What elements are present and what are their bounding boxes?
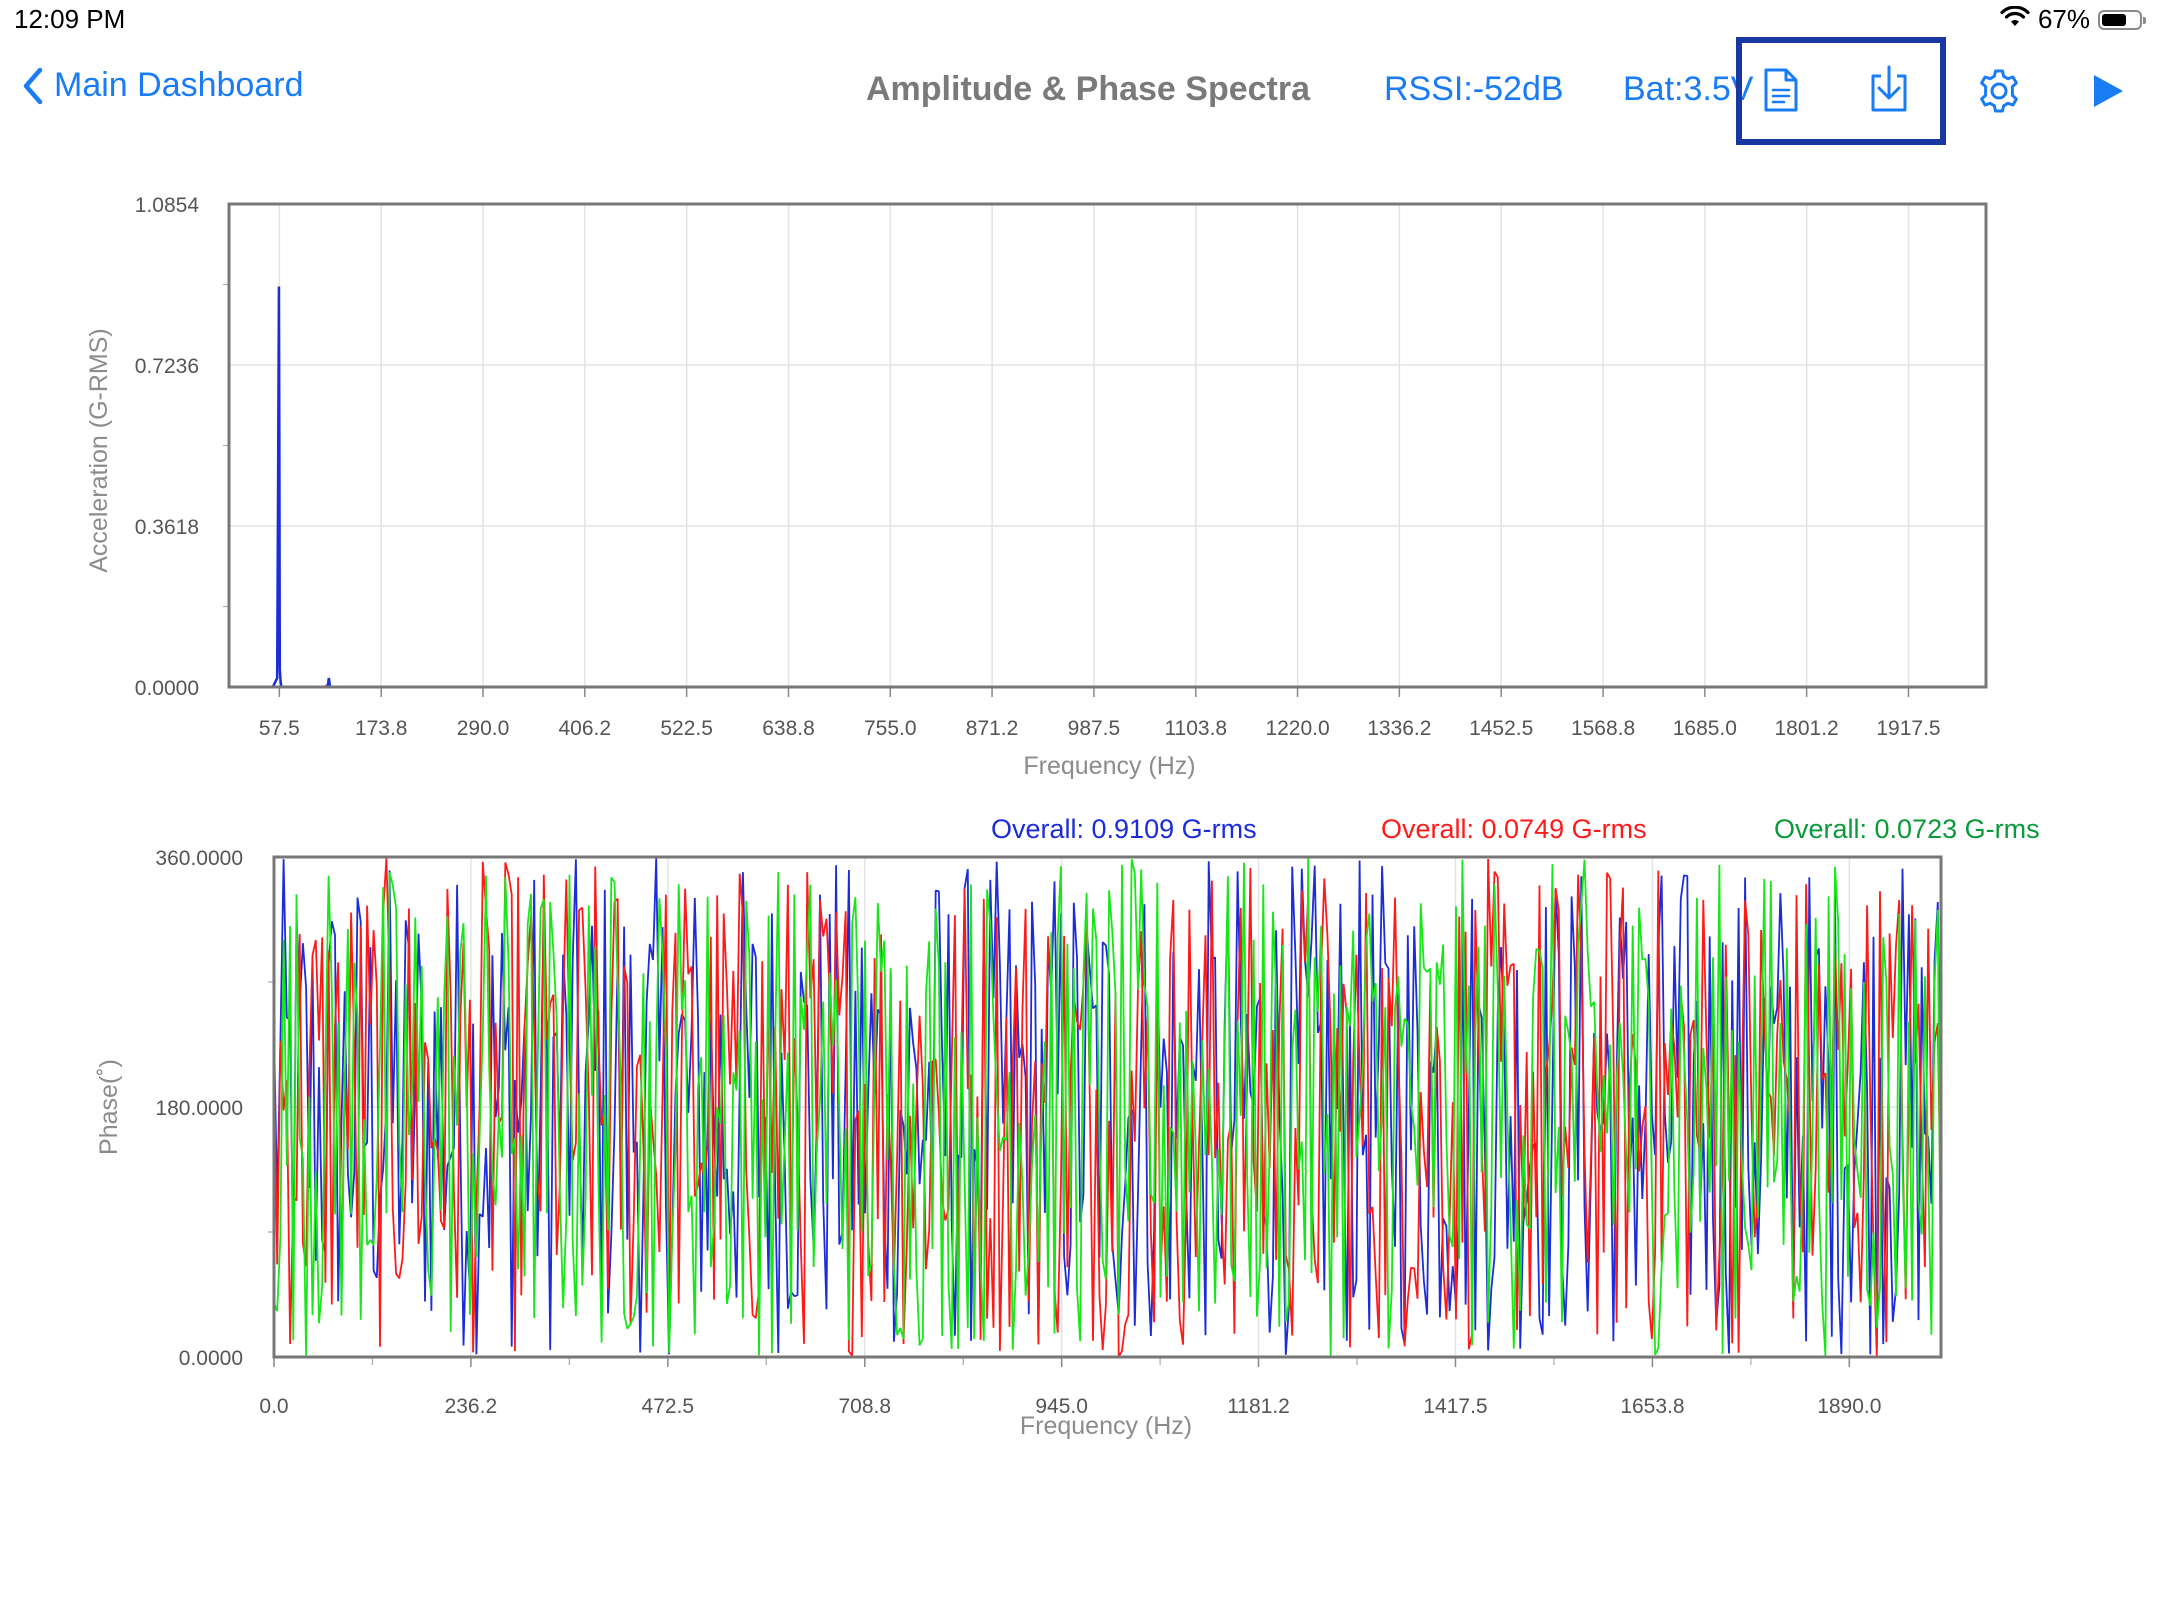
x-tick-label: 236.2 [445,1395,498,1418]
y-tick-label: 1.0854 [135,194,200,217]
x-tick-label: 1181.2 [1227,1395,1290,1418]
x-tick-label: 1653.8 [1620,1395,1684,1418]
plot-frame [272,855,1943,1359]
report-button[interactable] [1762,66,1800,119]
y-tick-label: 360.0000 [155,847,243,870]
x-tick-label: 522.5 [660,717,713,740]
x-tick-label: 290.0 [457,717,510,740]
download-icon [1871,65,1907,112]
phase-series-line [273,858,1942,1355]
overall-x: Overall: 0.9109 G-rms [991,814,1257,844]
play-icon [2094,75,2123,107]
back-button-label: Main Dashboard [54,66,304,104]
x-axis-title: Frequency (Hz) [1023,752,1195,780]
x-tick-label: 0.0 [259,1395,288,1418]
battery-percent: 67% [2037,4,2090,34]
amplitude-chart: 57.5 173.8 290.0 406.2 522.5 638.8 755.0 871.2 9… [85,194,1988,780]
phase-series-line [273,857,1942,1357]
x-tick-label: 406.2 [558,717,611,740]
download-button[interactable] [1867,64,1911,119]
x-tick-label: 1890.0 [1817,1395,1881,1418]
wifi-icon [2000,4,2030,35]
y-tick-label: 180.0000 [155,1097,243,1120]
y-tick-label: 0.3618 [135,516,199,539]
x-tick-label: 57.5 [259,717,300,740]
x-tick-label: 987.5 [1068,717,1121,740]
y-axis-title: Phase(˚) [95,1059,123,1155]
y-axis-title: Acceleration (G-RMS) [85,328,113,573]
gear-icon [1980,69,2018,113]
amplitude-series-line [229,286,1986,689]
status-time: 12:09 PM [14,4,126,34]
status-indicators: 67% [2000,4,2146,35]
settings-button[interactable] [1975,67,2023,120]
x-tick-label: 1220.0 [1265,717,1329,740]
phase-series-line [273,857,1942,1358]
play-button[interactable] [2090,72,2126,115]
x-tick-label: 1103.8 [1164,717,1227,740]
x-tick-label: 1801.2 [1775,717,1839,740]
x-tick-label: 173.8 [355,717,408,740]
x-tick-label: 1917.5 [1876,717,1940,740]
battery-icon [2098,9,2146,30]
x-tick-label: 708.8 [839,1395,892,1418]
x-tick-label: 1336.2 [1367,717,1431,740]
phase-chart: 0.0 236.2 472.5 708.8 945.0 1181.2 1417.5 1653.… [95,847,1943,1440]
x-tick-label: 1568.8 [1571,717,1635,740]
overall-y: Overall: 0.0749 G-rms [1381,814,1647,844]
y-tick-label: 0.0000 [179,1347,243,1370]
x-tick-label: 871.2 [966,717,1019,740]
y-tick-label: 0.7236 [135,355,199,378]
y-tick-label: 0.0000 [135,677,199,700]
x-tick-label: 755.0 [864,717,917,740]
battery-voltage-readout: Bat:3.5V [1623,70,1754,108]
export-actions-highlight [1736,37,1946,145]
overall-z: Overall: 0.0723 G-rms [1774,814,2040,844]
plot-frame [227,202,1988,689]
x-tick-label: 1417.5 [1423,1395,1487,1418]
x-tick-label: 1685.0 [1673,717,1737,740]
document-icon [1764,68,1798,112]
page-title: Amplitude & Phase Spectra [866,70,1311,108]
back-button[interactable]: Main Dashboard [22,66,303,105]
chevron-left-icon [23,67,43,104]
x-tick-label: 945.0 [1035,1395,1088,1418]
x-tick-label: 638.8 [762,717,815,740]
x-axis-title: Frequency (Hz) [1020,1412,1192,1440]
rssi-readout: RSSI:-52dB [1384,70,1564,108]
x-tick-label: 472.5 [642,1395,695,1418]
x-tick-label: 1452.5 [1469,717,1533,740]
